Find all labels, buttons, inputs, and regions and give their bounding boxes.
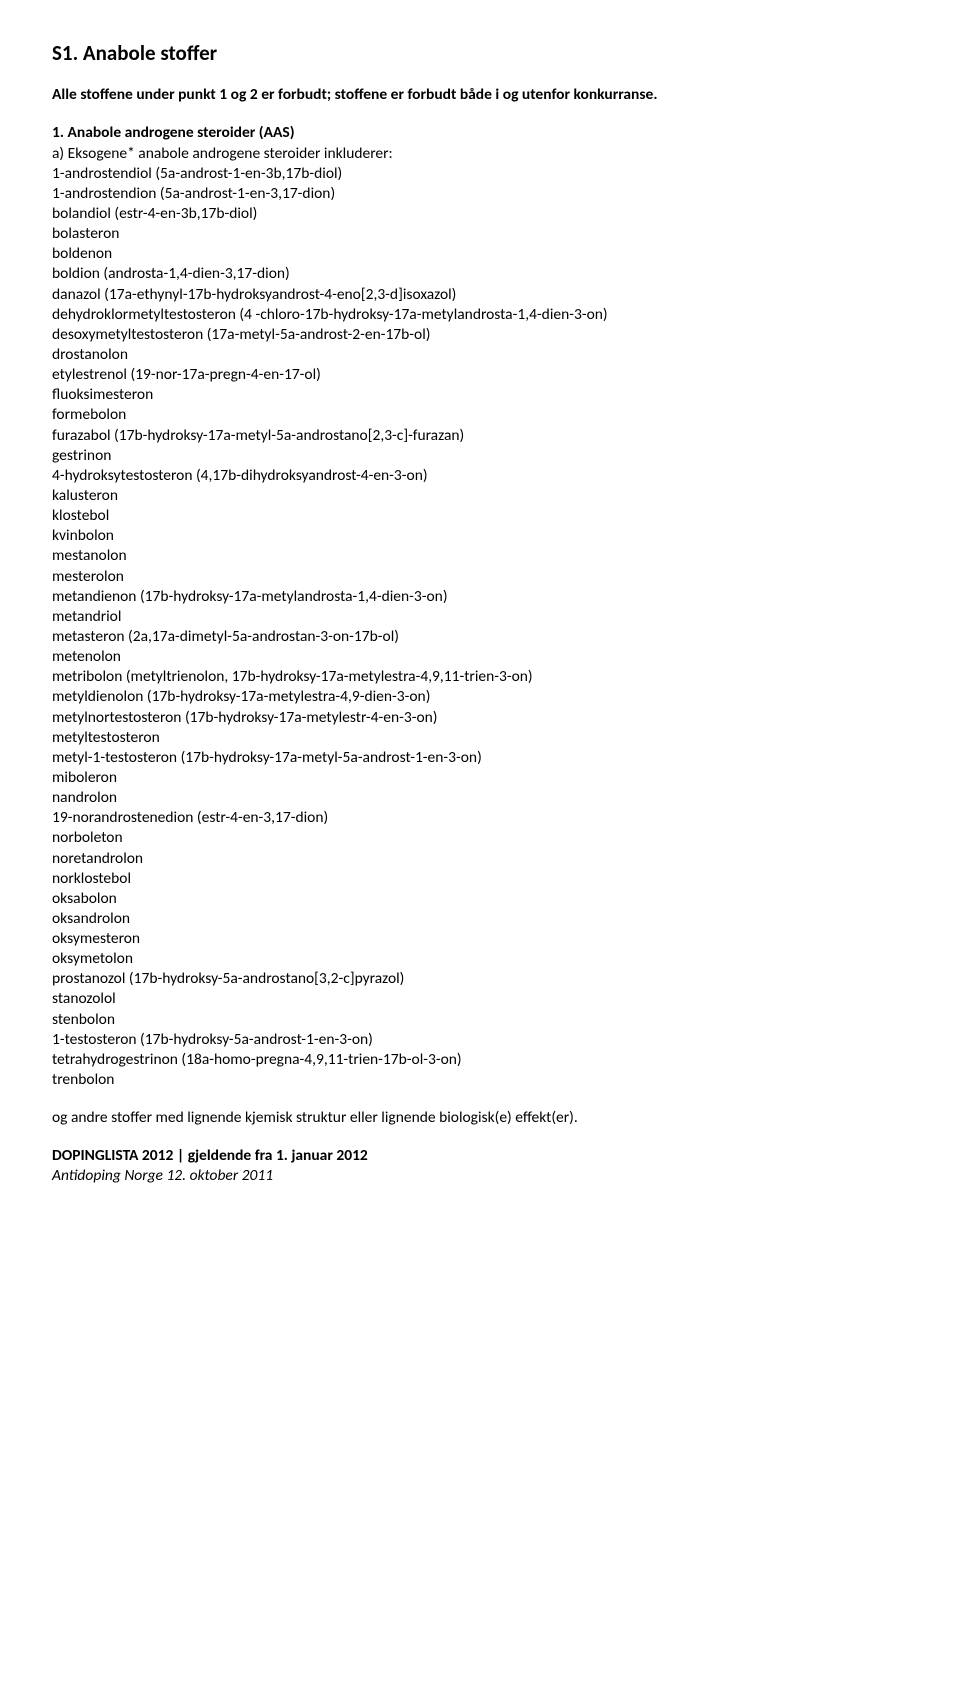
list-item: danazol (17a-ethynyl-17b-hydroksyandrost… — [52, 285, 908, 305]
list-item: prostanozol (17b-hydroksy-5a-androstano[… — [52, 969, 908, 989]
list-item: miboleron — [52, 768, 908, 788]
list-item: bolasteron — [52, 224, 908, 244]
list-item: desoxymetyltestosteron (17a-metyl-5a-and… — [52, 325, 908, 345]
list-item: tetrahydrogestrinon (18a-homo-pregna-4,9… — [52, 1050, 908, 1070]
list-item: klostebol — [52, 506, 908, 526]
list-item: norklostebol — [52, 869, 908, 889]
list-item: fluoksimesteron — [52, 385, 908, 405]
list-item: mesterolon — [52, 567, 908, 587]
footer-line-2: Antidoping Norge 12. oktober 2011 — [52, 1166, 908, 1186]
list-item: 19-norandrostenedion (estr-4-en-3,17-dio… — [52, 808, 908, 828]
list-item: metyltestosteron — [52, 728, 908, 748]
list-item: stanozolol — [52, 989, 908, 1009]
list-item: 4-hydroksytestosteron (4,17b-dihydroksya… — [52, 466, 908, 486]
list-item: gestrinon — [52, 446, 908, 466]
list-item: oksymesteron — [52, 929, 908, 949]
list-item: metandriol — [52, 607, 908, 627]
list-item: 1-androstendiol (5a-androst-1-en-3b,17b-… — [52, 164, 908, 184]
list-item: metasteron (2a,17a-dimetyl-5a-androstan-… — [52, 627, 908, 647]
substance-list: 1-androstendiol (5a-androst-1-en-3b,17b-… — [52, 164, 908, 1090]
subsection-heading: a) Eksogene* anabole androgene steroider… — [52, 144, 908, 164]
list-item: norboleton — [52, 828, 908, 848]
list-item: boldion (androsta-1,4-dien-3,17-dion) — [52, 264, 908, 284]
list-item: etylestrenol (19-nor-17a-pregn-4-en-17-o… — [52, 365, 908, 385]
list-item: oksandrolon — [52, 909, 908, 929]
list-item: oksymetolon — [52, 949, 908, 969]
list-item: metribolon (metyltrienolon, 17b-hydroksy… — [52, 667, 908, 687]
section-heading: 1. Anabole androgene steroider (AAS) — [52, 123, 908, 143]
closing-text: og andre stoffer med lignende kjemisk st… — [52, 1108, 908, 1128]
list-item: boldenon — [52, 244, 908, 264]
list-item: stenbolon — [52, 1010, 908, 1030]
list-item: metyldienolon (17b-hydroksy-17a-metylest… — [52, 687, 908, 707]
page-title: S1. Anabole stoffer — [52, 40, 908, 67]
intro-text: Alle stoffene under punkt 1 og 2 er forb… — [52, 85, 908, 105]
list-item: kvinbolon — [52, 526, 908, 546]
list-item: metenolon — [52, 647, 908, 667]
list-item: oksabolon — [52, 889, 908, 909]
list-item: bolandiol (estr-4-en-3b,17b-diol) — [52, 204, 908, 224]
page-footer: DOPINGLISTA 2012 | gjeldende fra 1. janu… — [52, 1146, 908, 1186]
list-item: trenbolon — [52, 1070, 908, 1090]
list-item: 1-testosteron (17b-hydroksy-5a-androst-1… — [52, 1030, 908, 1050]
footer-line-1: DOPINGLISTA 2012 | gjeldende fra 1. janu… — [52, 1146, 908, 1166]
list-item: metyl-1-testosteron (17b-hydroksy-17a-me… — [52, 748, 908, 768]
list-item: mestanolon — [52, 546, 908, 566]
list-item: metylnortestosteron (17b-hydroksy-17a-me… — [52, 708, 908, 728]
list-item: formebolon — [52, 405, 908, 425]
list-item: noretandrolon — [52, 849, 908, 869]
list-item: metandienon (17b-hydroksy-17a-metylandro… — [52, 587, 908, 607]
list-item: 1-androstendion (5a-androst-1-en-3,17-di… — [52, 184, 908, 204]
list-item: kalusteron — [52, 486, 908, 506]
list-item: nandrolon — [52, 788, 908, 808]
list-item: furazabol (17b-hydroksy-17a-metyl-5a-and… — [52, 426, 908, 446]
list-item: drostanolon — [52, 345, 908, 365]
list-item: dehydroklormetyltestosteron (4 -chloro-1… — [52, 305, 908, 325]
